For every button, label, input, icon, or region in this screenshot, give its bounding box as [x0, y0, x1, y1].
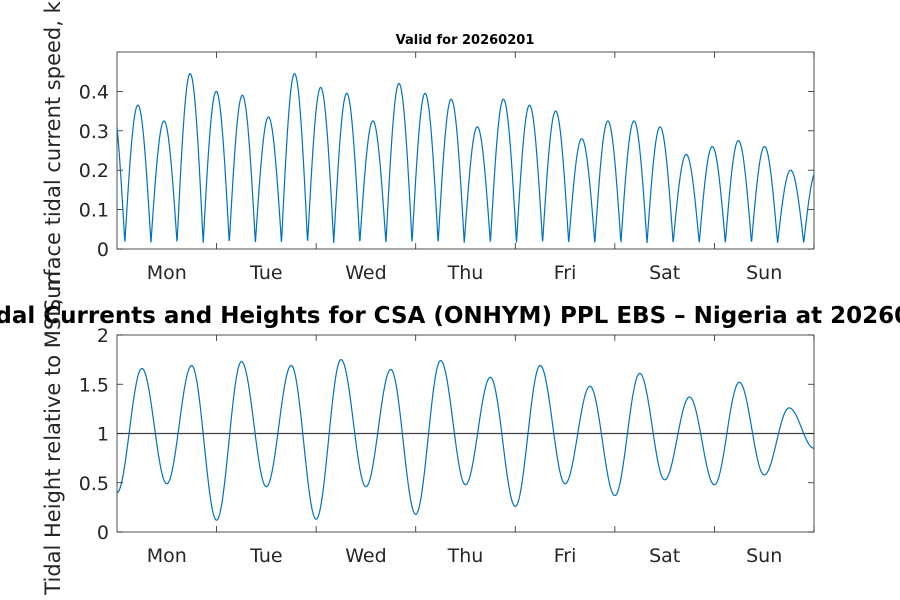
current-speed-y-tick-label: 0 [97, 239, 109, 261]
tidal-height-x-tick-label: Fri [554, 545, 577, 567]
current-speed-x-ticks: Mon Tue Wed Thu Fri Sat Sun [147, 52, 815, 284]
current-speed-y-tick-label: 0.2 [79, 160, 109, 182]
current-speed-x-tick-label: Wed [345, 262, 386, 284]
current-speed-title: Valid for 20260201 [396, 33, 535, 48]
current-speed-series-line [116, 73, 815, 244]
current-speed-x-tick-label: Tue [249, 262, 282, 284]
current-speed-x-tick-label: Fri [554, 262, 577, 284]
current-speed-x-tick-label: Sat [649, 262, 680, 284]
tidal-height-x-tick-label: Tue [249, 545, 282, 567]
current-speed-ylabel: Surface tidal current speed, kn [41, 0, 65, 312]
tidal-height-y-tick-label: 1.5 [79, 374, 109, 396]
main-figure-title: Tidal Currents and Heights for CSA (ONHY… [0, 303, 900, 329]
tidal-height-x-ticks: Mon Tue Wed Thu Fri Sat Sun [147, 335, 815, 567]
tidal-height-x-tick-label: Thu [447, 545, 484, 567]
current-speed-x-tick-label: Mon [147, 262, 187, 284]
current-speed-y-tick-label: 0.4 [79, 81, 109, 103]
current-speed-chart: Valid for 20260201 Surface tidal current… [41, 0, 815, 312]
tidal-height-ylabel: Tidal Height relative to MSL, m [41, 271, 65, 595]
tidal-height-x-tick-label: Mon [147, 545, 187, 567]
tidal-height-x-tick-label: Sat [649, 545, 680, 567]
current-speed-x-tick-label: Sun [746, 262, 782, 284]
tidal-height-series-line [116, 359, 815, 521]
tidal-height-y-ticks: 0 0.5 1 1.5 2 [79, 325, 814, 544]
tidal-height-chart: 0 0.5 1 1.5 2 Mon Tue Wed Thu Fri Sat Sun Tidal Cu… [0, 271, 900, 595]
current-speed-y-ticks: 0 0.1 0.2 0.3 0.4 [79, 81, 814, 261]
current-speed-plot-area [116, 51, 815, 250]
tidal-height-y-tick-label: 1 [97, 424, 109, 446]
current-speed-x-tick-label: Thu [447, 262, 484, 284]
tidal-height-x-tick-label: Wed [345, 545, 386, 567]
tidal-height-y-tick-label: 2 [97, 325, 109, 347]
current-speed-y-tick-label: 0.3 [79, 121, 109, 143]
tidal-height-y-tick-label: 0 [97, 522, 109, 544]
current-speed-y-tick-label: 0.1 [79, 200, 109, 222]
tidal-height-y-tick-label: 0.5 [79, 473, 109, 495]
tidal-height-x-tick-label: Sun [746, 545, 782, 567]
